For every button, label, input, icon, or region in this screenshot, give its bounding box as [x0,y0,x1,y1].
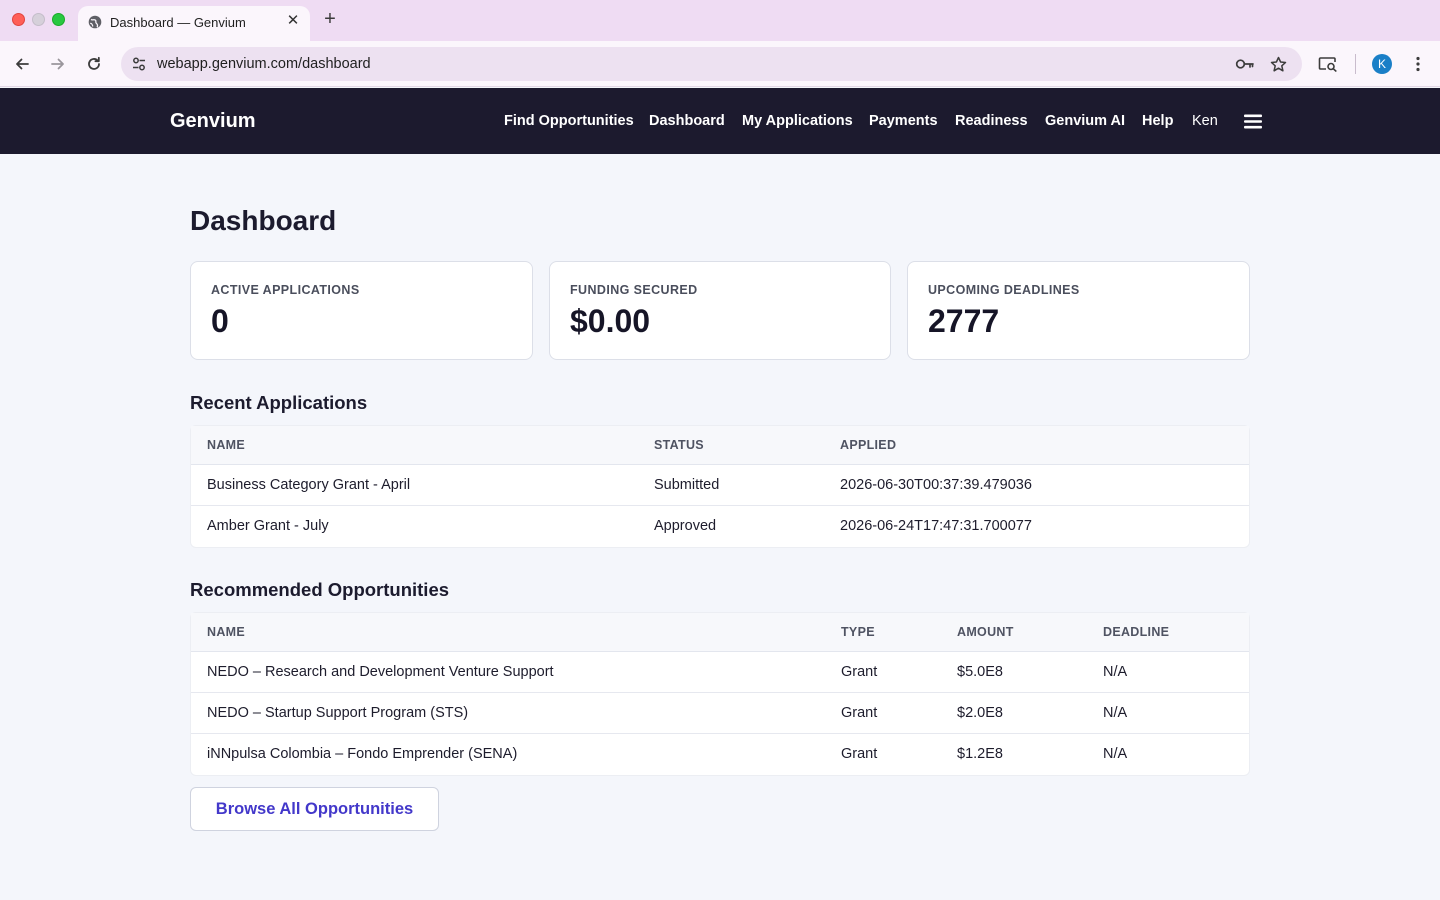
stat-value: $0.00 [570,303,651,339]
application-applied-date: 2026-06-30T00:37:39.479036 [840,477,1032,493]
column-header-applied: APPLIED [840,438,897,452]
stat-label: FUNDING SECURED [570,283,698,297]
table-row[interactable]: NEDO – Research and Development Venture … [191,652,1249,693]
page-title: Dashboard [190,205,337,236]
stat-value: 2777 [928,303,1000,339]
table-row[interactable]: Amber Grant - July Approved 2026-06-24T1… [191,506,1249,547]
opportunity-deadline: N/A [1103,705,1128,721]
opportunity-amount: $1.2E8 [957,746,1003,762]
nav-my-applications[interactable]: My Applications [742,113,853,129]
bookmark-star-icon[interactable] [1268,54,1288,74]
column-header-name: NAME [207,625,246,639]
window-minimize-button[interactable] [32,13,45,26]
opportunity-deadline: N/A [1103,746,1128,762]
table-header: NAME STATUS APPLIED [191,426,1249,465]
nav-payments[interactable]: Payments [869,113,938,129]
back-arrow-icon[interactable] [11,53,33,75]
stat-card-upcoming-deadlines: UPCOMING DEADLINES 2777 [907,261,1250,360]
forward-arrow-icon[interactable] [47,53,69,75]
stat-card-funding-secured: FUNDING SECURED $0.00 [549,261,891,360]
recommended-opportunities-table: NAME TYPE AMOUNT DEADLINE NEDO – Researc… [190,612,1250,776]
recommended-opportunities-heading: Recommended Opportunities [190,579,450,600]
globe-icon [88,15,102,29]
password-key-icon[interactable] [1235,54,1255,74]
opportunity-name[interactable]: iNNpulsa Colombia – Fondo Emprender (SEN… [207,746,518,762]
column-header-deadline: DEADLINE [1103,625,1170,639]
opportunity-name[interactable]: NEDO – Research and Development Venture … [207,664,554,680]
new-tab-button[interactable]: + [324,8,336,30]
opportunity-name[interactable]: NEDO – Startup Support Program (STS) [207,705,469,721]
browser-tab-active[interactable]: Dashboard — Genvium ✕ [78,6,310,41]
application-status: Approved [654,518,717,534]
user-name[interactable]: Ken [1192,113,1218,129]
browser-toolbar: webapp.genvium.com/dashboard K [0,41,1440,87]
column-header-name: NAME [207,438,246,452]
application-name: Amber Grant - July [207,518,329,534]
address-bar[interactable]: webapp.genvium.com/dashboard [121,47,1302,81]
opportunity-type: Grant [841,705,878,721]
nav-readiness[interactable]: Readiness [955,113,1028,129]
tab-close-icon[interactable]: ✕ [286,12,300,29]
application-status: Submitted [654,477,720,493]
recent-applications-table: NAME STATUS APPLIED Business Category Gr… [190,425,1250,548]
opportunity-deadline: N/A [1103,664,1128,680]
brand-logo[interactable]: Genvium [170,110,256,132]
tab-title: Dashboard — Genvium [110,15,246,30]
opportunity-type: Grant [841,746,878,762]
site-settings-icon[interactable] [129,54,149,74]
table-header: NAME TYPE AMOUNT DEADLINE [191,613,1249,652]
kebab-menu-icon[interactable] [1407,53,1429,75]
nav-genvium-ai[interactable]: Genvium AI [1045,113,1126,129]
stat-value: 0 [211,303,229,339]
application-applied-date: 2026-06-24T17:47:31.700077 [840,518,1032,534]
window-maximize-button[interactable] [52,13,65,26]
hamburger-menu-icon[interactable] [1243,111,1263,131]
recent-applications-heading: Recent Applications [190,392,368,413]
opportunity-amount: $5.0E8 [957,664,1003,680]
address-url[interactable]: webapp.genvium.com/dashboard [157,56,371,72]
column-header-amount: AMOUNT [957,625,1014,639]
reload-icon[interactable] [83,53,105,75]
stat-label: ACTIVE APPLICATIONS [211,283,360,297]
application-name: Business Category Grant - April [207,477,411,493]
browser-tabbar: Dashboard — Genvium ✕ + [0,0,1440,41]
column-header-status: STATUS [654,438,704,452]
browse-all-opportunities-button[interactable]: Browse All Opportunities [190,787,439,831]
nav-find-opportunities[interactable]: Find Opportunities [504,113,634,129]
opportunity-type: Grant [841,664,878,680]
table-row[interactable]: Business Category Grant - April Submitte… [191,465,1249,506]
table-row[interactable]: iNNpulsa Colombia – Fondo Emprender (SEN… [191,734,1249,775]
profile-avatar[interactable]: K [1372,54,1392,74]
toolbar-divider [1355,54,1356,74]
nav-help[interactable]: Help [1142,113,1174,129]
table-row[interactable]: NEDO – Startup Support Program (STS) Gra… [191,693,1249,734]
stat-label: UPCOMING DEADLINES [928,283,1080,297]
stat-card-active-applications: ACTIVE APPLICATIONS 0 [190,261,533,360]
opportunity-amount: $2.0E8 [957,705,1003,721]
nav-dashboard[interactable]: Dashboard [649,113,725,129]
tab-search-icon[interactable] [1317,53,1339,75]
window-close-button[interactable] [12,13,25,26]
app-header: Genvium Find Opportunities Dashboard My … [0,88,1440,154]
column-header-type: TYPE [841,625,875,639]
